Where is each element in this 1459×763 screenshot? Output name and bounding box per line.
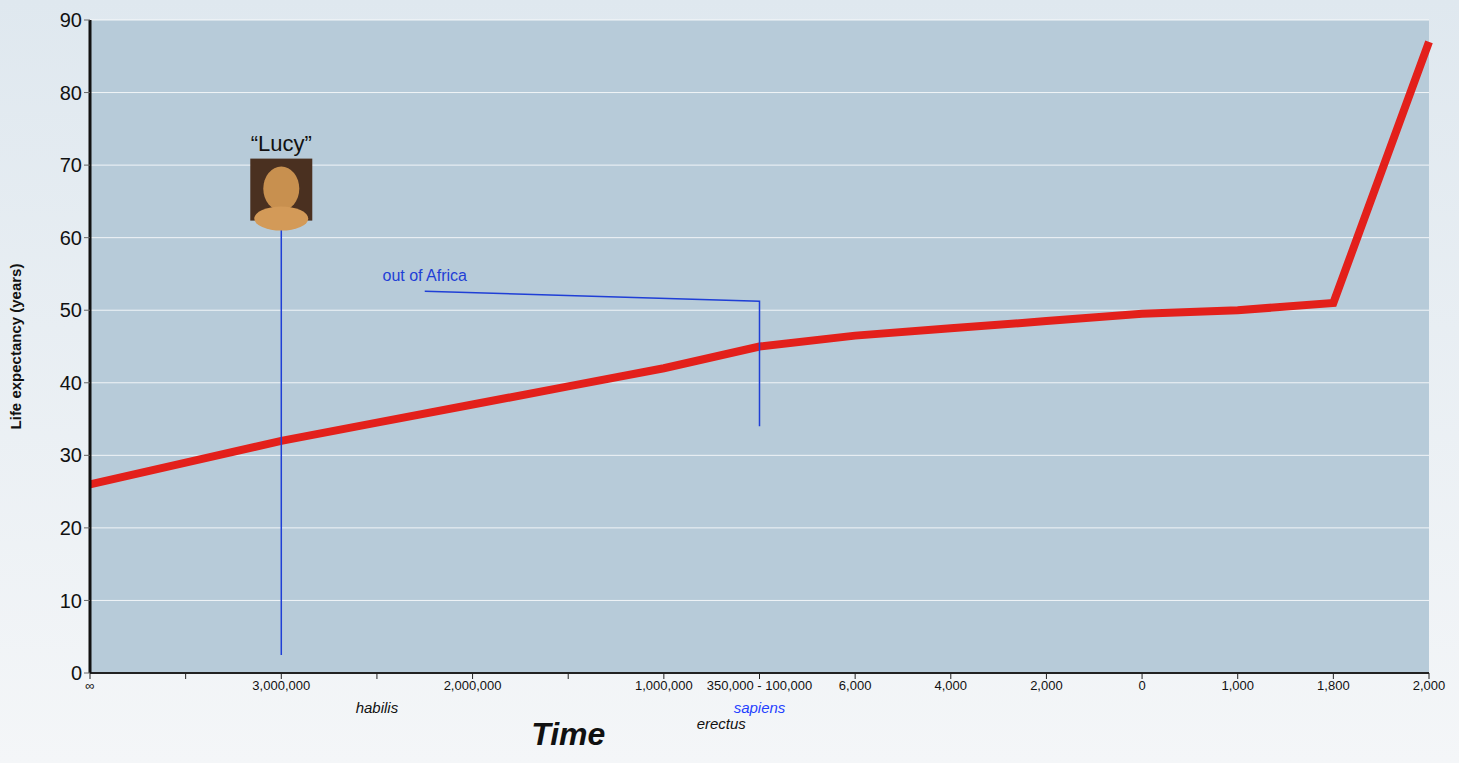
svg-text:erectus: erectus <box>697 715 747 732</box>
svg-text:0: 0 <box>1138 678 1145 693</box>
svg-text:out of Africa: out of Africa <box>383 267 468 284</box>
svg-text:Time: Time <box>531 716 605 752</box>
svg-text:0: 0 <box>71 662 82 684</box>
svg-text:3,000,000: 3,000,000 <box>252 678 310 693</box>
svg-text:∞: ∞ <box>85 678 94 693</box>
svg-text:350,000 - 100,000: 350,000 - 100,000 <box>707 678 813 693</box>
svg-text:1,800: 1,800 <box>1317 678 1350 693</box>
svg-text:1,000: 1,000 <box>1221 678 1254 693</box>
svg-text:30: 30 <box>60 444 82 466</box>
svg-text:90: 90 <box>60 9 82 31</box>
svg-text:2,000,000: 2,000,000 <box>444 678 502 693</box>
svg-text:80: 80 <box>60 82 82 104</box>
svg-text:20: 20 <box>60 517 82 539</box>
svg-text:1,000,000: 1,000,000 <box>635 678 693 693</box>
svg-text:60: 60 <box>60 227 82 249</box>
svg-text:40: 40 <box>60 372 82 394</box>
svg-text:Life expectancy (years): Life expectancy (years) <box>7 264 24 430</box>
svg-text:4,000: 4,000 <box>935 678 968 693</box>
svg-text:6,000: 6,000 <box>839 678 872 693</box>
svg-text:sapiens: sapiens <box>734 699 786 716</box>
svg-text:2,000: 2,000 <box>1413 678 1446 693</box>
svg-text:50: 50 <box>60 299 82 321</box>
svg-text:70: 70 <box>60 154 82 176</box>
svg-text:habilis: habilis <box>356 699 399 716</box>
svg-text:“Lucy”: “Lucy” <box>251 131 312 156</box>
svg-text:10: 10 <box>60 590 82 612</box>
svg-text:2,000: 2,000 <box>1030 678 1063 693</box>
